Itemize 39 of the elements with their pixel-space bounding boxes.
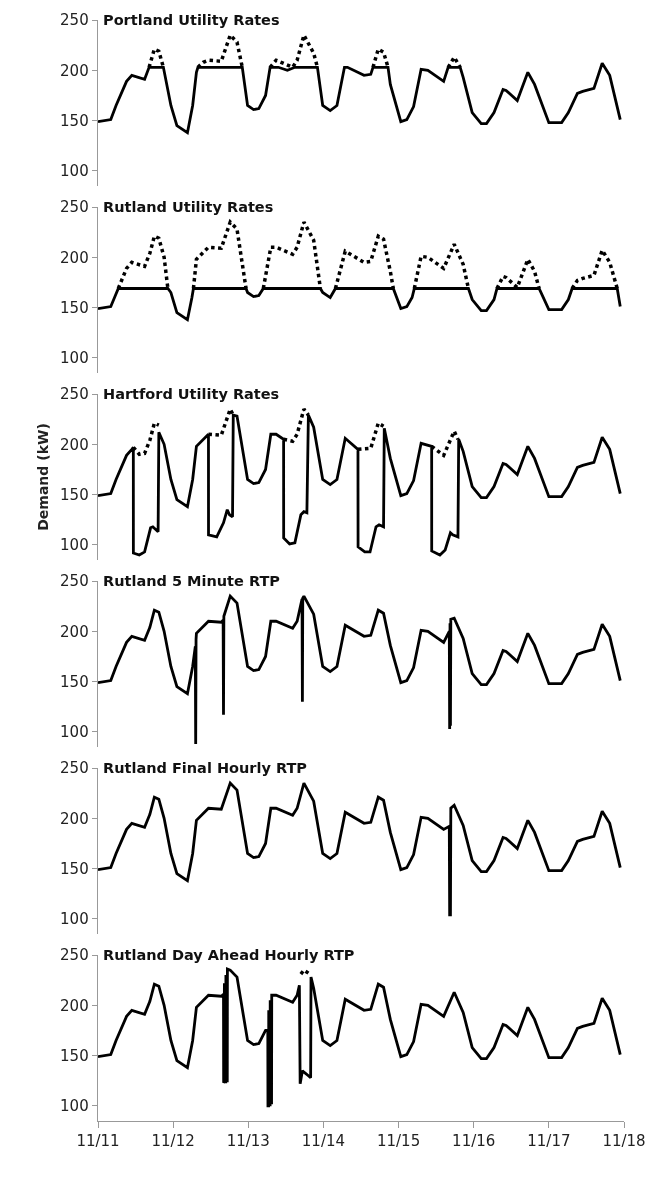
y-tick-label: 150 <box>60 859 89 878</box>
y-tick-label: 200 <box>60 435 89 454</box>
y-tick-label: 200 <box>60 248 89 267</box>
x-tick-label: 11/16 <box>452 1132 496 1151</box>
y-tick-label: 100 <box>60 162 89 181</box>
y-axis-title: Demand (kW) <box>34 423 51 531</box>
x-tick-label: 11/18 <box>602 1132 646 1151</box>
x-tick-label: 11/11 <box>76 1132 120 1151</box>
y-tick-label: 150 <box>60 1046 89 1065</box>
y-tick-label: 200 <box>60 622 89 641</box>
y-tick-label: 100 <box>60 723 89 742</box>
y-tick-label: 150 <box>60 298 89 317</box>
x-tick-label: 11/12 <box>151 1132 195 1151</box>
x-tick-label: 11/14 <box>301 1132 346 1151</box>
y-tick-label: 100 <box>60 536 89 555</box>
y-tick-label: 250 <box>60 572 89 591</box>
y-tick-label: 100 <box>60 349 89 368</box>
chart-title: Rutland Day Ahead Hourly RTP <box>103 947 355 963</box>
chart-title: Portland Utility Rates <box>103 12 280 28</box>
x-tick-label: 11/13 <box>226 1132 270 1151</box>
y-tick-label: 200 <box>60 809 89 828</box>
x-tick-label: 11/15 <box>376 1132 421 1151</box>
y-tick-label: 200 <box>60 996 89 1015</box>
y-tick-label: 250 <box>60 198 89 217</box>
y-tick-label: 150 <box>60 672 89 691</box>
chart-title: Rutland Utility Rates <box>103 199 274 215</box>
chart-title: Rutland Final Hourly RTP <box>103 760 308 776</box>
y-tick-label: 100 <box>60 910 89 929</box>
y-tick-label: 200 <box>60 61 89 80</box>
y-tick-label: 150 <box>60 111 89 130</box>
y-tick-label: 250 <box>60 385 89 404</box>
x-tick-label: 11/17 <box>527 1132 571 1151</box>
chart-title: Rutland 5 Minute RTP <box>103 573 281 589</box>
y-tick-label: 150 <box>60 485 89 504</box>
chart-title: Hartford Utility Rates <box>103 386 280 402</box>
y-tick-label: 250 <box>60 11 89 30</box>
y-tick-label: 250 <box>60 759 89 778</box>
y-tick-label: 100 <box>60 1097 89 1116</box>
y-tick-label: 250 <box>60 946 89 965</box>
